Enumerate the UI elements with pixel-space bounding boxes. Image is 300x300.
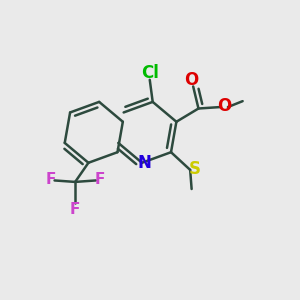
Text: O: O xyxy=(184,71,199,89)
Text: S: S xyxy=(188,160,200,178)
Text: F: F xyxy=(45,172,56,188)
Text: Cl: Cl xyxy=(141,64,159,82)
Text: O: O xyxy=(218,98,232,116)
Text: F: F xyxy=(70,202,80,217)
Text: N: N xyxy=(138,154,152,172)
Text: F: F xyxy=(95,172,105,188)
